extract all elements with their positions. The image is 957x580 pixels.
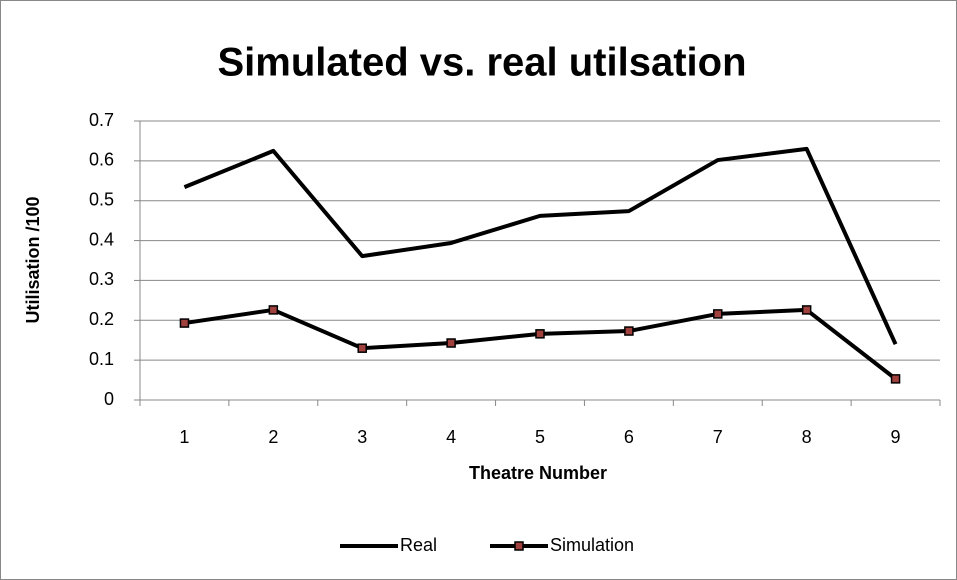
x-tick-label: 4: [446, 427, 456, 447]
x-tick-label: 2: [268, 427, 278, 447]
x-tick-label: 6: [624, 427, 634, 447]
legend-label: Simulation: [550, 535, 634, 555]
x-tick-label: 5: [535, 427, 545, 447]
y-tick-label: 0.2: [89, 309, 114, 329]
x-tick-label: 7: [713, 427, 723, 447]
marker: [268, 305, 279, 315]
y-tick-label: 0: [104, 389, 114, 409]
y-tick-label: 0.6: [89, 150, 114, 170]
marker: [179, 318, 190, 328]
marker: [890, 374, 901, 384]
marker: [801, 305, 812, 315]
x-tick-label: 9: [891, 427, 901, 447]
y-axis-label: Utilisation /100: [23, 196, 43, 323]
marker: [446, 338, 456, 348]
chart-title: Simulated vs. real utilsation: [217, 41, 746, 85]
x-tick-label: 3: [357, 427, 367, 447]
y-tick-label: 0.5: [89, 189, 114, 209]
marker: [624, 326, 634, 336]
marker: [713, 309, 723, 319]
x-tick-label: 8: [802, 427, 812, 447]
y-tick-label: 0.4: [89, 229, 114, 249]
x-axis-label: Theatre Number: [469, 463, 607, 483]
line: [183, 146, 898, 346]
legend-label: Real: [400, 535, 437, 555]
y-tick-label: 0.3: [89, 269, 114, 289]
marker: [357, 343, 367, 353]
y-tick-label: 0.1: [89, 349, 114, 369]
marker: [535, 329, 545, 339]
y-tick-label: 0.7: [89, 110, 114, 130]
legend-marker: [514, 541, 524, 551]
x-tick-label: 1: [179, 427, 189, 447]
